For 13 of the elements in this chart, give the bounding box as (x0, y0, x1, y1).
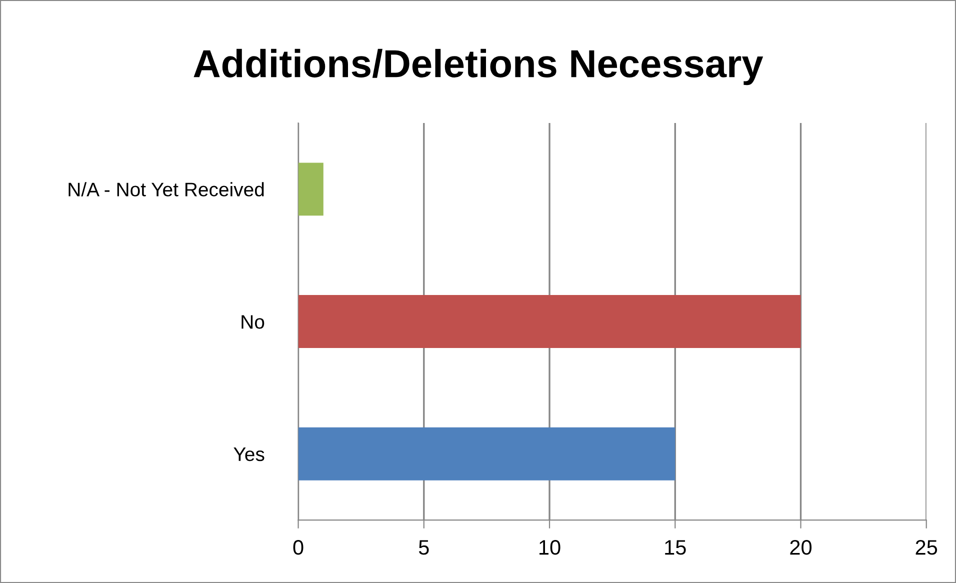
y-tick-label: N/A - Not Yet Received (68, 182, 264, 196)
x-tick-label: 20 (790, 540, 812, 555)
y-tick-label: Yes (234, 448, 264, 462)
x-tick-label: 15 (665, 540, 686, 555)
x-tick-label: 25 (916, 540, 938, 555)
chart-title: Additions/Deletions Necessary (194, 48, 764, 86)
x-tick-label: 5 (418, 540, 429, 555)
bar (298, 162, 324, 216)
x-tick-label: 10 (540, 540, 560, 555)
bar (298, 427, 676, 480)
bar (298, 295, 801, 348)
y-tick-label: No (242, 315, 264, 329)
x-tick-label: 0 (293, 540, 304, 555)
